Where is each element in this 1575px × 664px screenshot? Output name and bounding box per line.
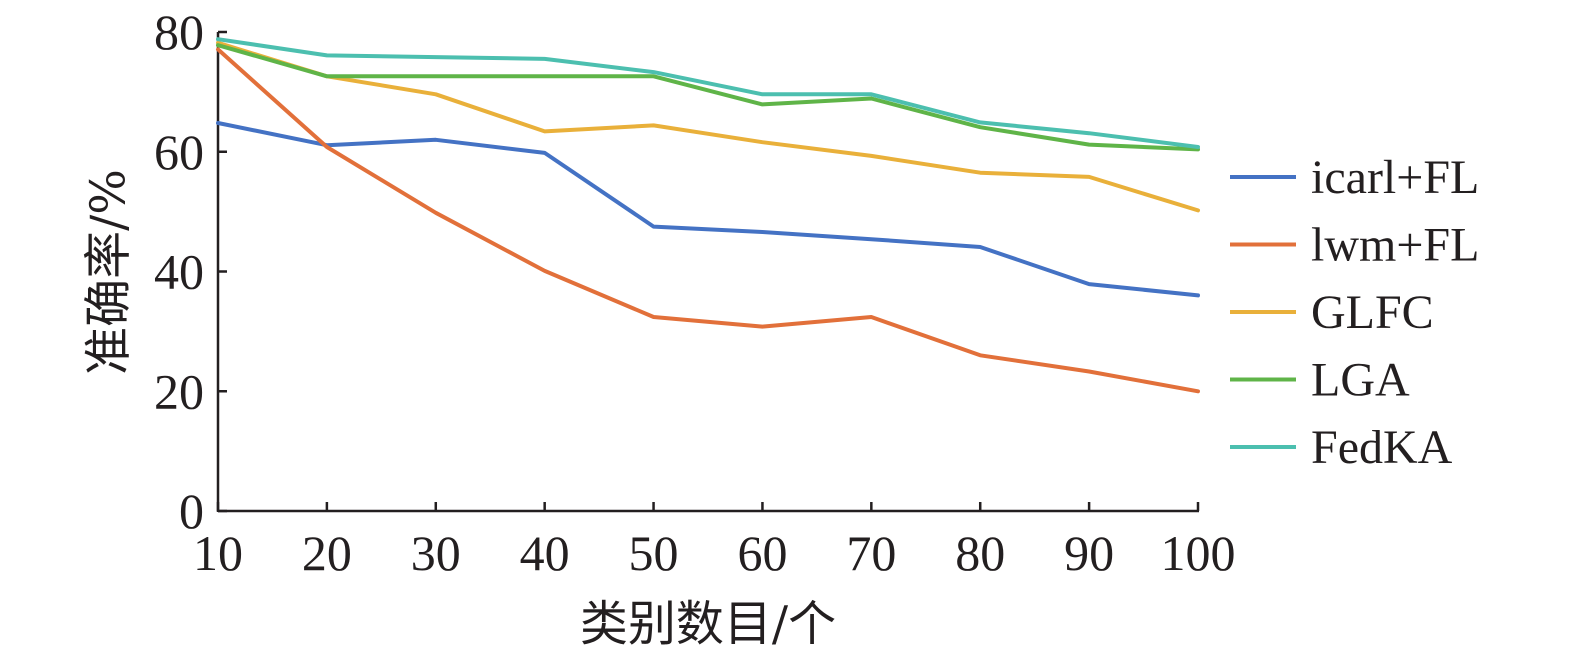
y-axis-label: 准确率/% xyxy=(81,169,137,375)
series-line-glfc xyxy=(216,40,1200,213)
legend-label: lwm+FL xyxy=(1311,219,1479,272)
legend-label: icarl+FL xyxy=(1311,151,1479,204)
series-line-fedka xyxy=(216,37,1200,149)
x-tick-label: 20 xyxy=(302,525,352,581)
x-tick-label: 50 xyxy=(629,525,679,581)
y-tick-label: 20 xyxy=(154,363,204,419)
y-tick-label: 40 xyxy=(154,244,204,300)
x-tick-label: 70 xyxy=(846,525,896,581)
series-lines xyxy=(216,37,1200,394)
legend-label: LGA xyxy=(1311,354,1410,407)
series-line-icarl-fl xyxy=(216,121,1200,298)
legend-label: GLFC xyxy=(1311,286,1434,339)
y-tick-label: 80 xyxy=(154,4,204,60)
legend-item: icarl+FL xyxy=(1230,151,1479,204)
x-tick-label: 10 xyxy=(193,525,243,581)
x-ticks: 10 20 30 40 50 60 70 80 90 100 xyxy=(193,502,1236,581)
x-tick-label: 100 xyxy=(1161,525,1236,581)
y-ticks: 0 20 40 60 80 xyxy=(154,4,227,539)
legend-item: FedKA xyxy=(1230,421,1453,474)
y-tick-label: 0 xyxy=(179,483,204,539)
x-axis-label: 类别数目/个 xyxy=(580,596,836,652)
legend-item: LGA xyxy=(1230,354,1410,407)
legend-item: lwm+FL xyxy=(1230,219,1479,272)
x-tick-label: 30 xyxy=(411,525,461,581)
x-tick-label: 80 xyxy=(955,525,1005,581)
x-tick-label: 40 xyxy=(520,525,570,581)
x-tick-label: 90 xyxy=(1064,525,1114,581)
legend-label: FedKA xyxy=(1311,421,1453,474)
series-line-lga xyxy=(216,43,1200,152)
series-line-lwm-fl xyxy=(216,47,1200,394)
y-tick-label: 60 xyxy=(154,124,204,180)
legend: icarl+FL lwm+FL GLFC LGA FedKA xyxy=(1230,151,1479,474)
x-tick-label: 60 xyxy=(737,525,787,581)
plot-area: 0 20 40 60 80 10 20 30 40 50 60 70 80 90 100 xyxy=(154,4,1236,581)
legend-item: GLFC xyxy=(1230,286,1434,339)
